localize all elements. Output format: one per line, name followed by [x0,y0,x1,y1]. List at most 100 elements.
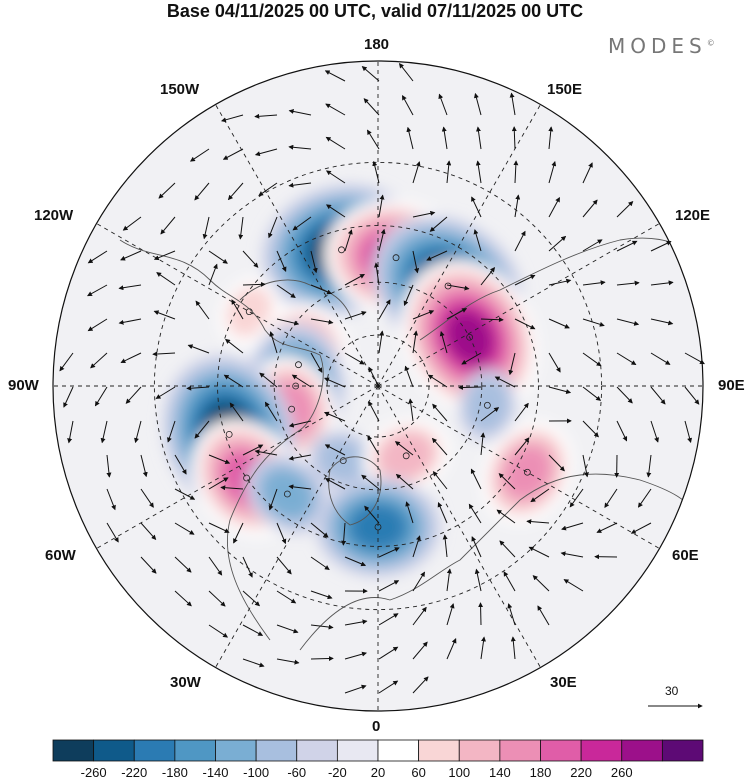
wind-vector [122,216,142,231]
wind-vector [276,590,297,604]
wind-vector [208,250,228,264]
wind-vector [325,170,346,184]
wind-vector [378,547,400,558]
wind-vector [153,310,176,320]
wind-vector [412,606,427,626]
wind-vector [242,444,264,456]
wind-vector [242,250,259,268]
wind-vector [402,94,414,116]
colorbar-bin-1 [93,739,135,762]
wind-vector [561,522,584,531]
wind-vector [276,658,300,665]
wind-vector [480,432,486,456]
wind-vector [468,503,482,524]
wind-vector [363,98,380,116]
wind-vector [403,284,414,307]
wind-vector [310,590,333,600]
wind-vector [310,624,334,630]
anomaly-center-high-central-asia [523,468,531,476]
wind-vector [310,656,334,662]
colorbar-tick--260: -260 [80,765,107,780]
wind-vector [189,148,210,162]
wind-vector [513,160,519,184]
colorbar-tick-180: 180 [529,765,552,780]
meridian-330 [215,385,379,668]
wind-vector [473,229,482,252]
wind-vector [222,148,244,160]
wind-vector [499,540,516,558]
wind-vector [344,684,367,694]
wind-vector [344,311,367,320]
wind-vector [242,281,266,287]
wind-vector [412,310,435,320]
wind-vector [412,571,425,592]
wind-vector [225,338,244,354]
wind-vector [461,352,482,365]
lon-label-60e: 60E [672,547,699,564]
wind-vector [134,420,142,444]
coast-europe [299,473,701,651]
wind-vector [526,519,550,525]
wind-vector [378,299,391,320]
wind-vector [582,280,606,286]
wind-vector [496,509,516,524]
wind-vector [208,590,226,607]
wind-vector [429,216,448,232]
wind-vector [498,473,516,490]
wind-vector [439,331,448,354]
wind-vector [288,144,312,150]
wind-vector [412,676,429,694]
wind-vector [616,352,637,366]
colorbar-tick--60: -60 [287,765,307,780]
wind-vector [323,411,346,422]
colorbar-bin-8 [377,739,420,762]
wind-vector [187,344,210,354]
wind-vector [446,603,455,626]
wind-vector [548,386,572,394]
wind-vector [276,624,299,634]
wind-vector [684,420,693,444]
meridian-120 [377,223,660,387]
wind-vector [310,318,334,325]
wind-vector [650,420,659,443]
wind-vector [67,420,74,444]
parallel-30 [153,161,603,611]
wind-vector [406,126,414,150]
wind-vector [471,536,482,558]
wind-vector [310,250,318,274]
wind-vector [514,318,536,330]
wind-vector [344,273,366,286]
wind-vector [514,274,536,286]
wind-vector [227,182,244,201]
colorbar-bin-9 [418,739,460,762]
colorbar-bin-13 [580,739,623,762]
wind-vector [548,160,557,184]
wind-vector [194,182,210,201]
wind-vector [405,501,414,524]
anomaly-low-iceland-level-60 [317,437,370,484]
colorbar-tick-140: 140 [489,765,511,780]
lon-label-150e: 150E [547,81,583,98]
lon-label-60w: 60W [45,547,76,564]
colorbar-bin-11 [499,739,541,762]
wind-vector [494,376,516,388]
wind-vector [288,109,312,116]
wind-vector [650,318,674,326]
wind-vector [233,522,244,544]
wind-vector [684,352,705,365]
wind-vector [63,386,74,408]
colorbar [52,739,704,762]
colorbar-tick-220: 220 [570,765,592,780]
wind-vector [106,454,112,478]
colorbar-bin-0 [52,739,95,762]
wind-vector [87,250,108,264]
wind-vector [646,454,652,478]
wind-vector [364,505,380,524]
wind-vector [242,590,261,607]
wind-vector [220,485,244,491]
wind-vector [118,284,142,291]
wind-vector [87,318,108,332]
wind-vector [208,522,230,533]
wind-vector [361,66,380,82]
